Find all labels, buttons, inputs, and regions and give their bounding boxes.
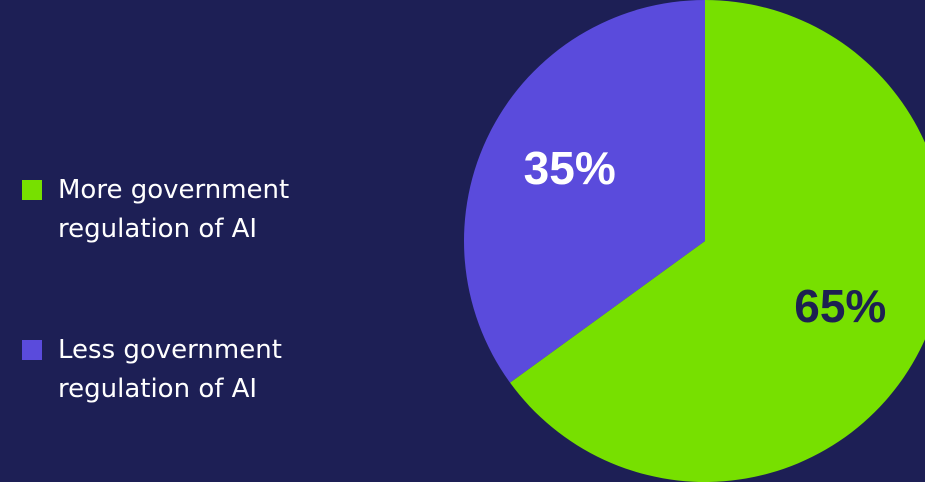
pie-slice [510, 0, 925, 482]
data-label: 65% [794, 280, 886, 332]
legend-label: Less government regulation of AI [58, 335, 282, 404]
data-label: 35% [524, 142, 616, 194]
legend-swatch [22, 180, 42, 200]
pie-slice [464, 0, 705, 383]
legend-swatch [22, 340, 42, 360]
legend: More government regulation of AI Less gov… [22, 0, 422, 482]
legend-label: More government regulation of AI [58, 175, 290, 244]
legend-item: Less government regulation of AI [22, 331, 388, 409]
legend-item: More government regulation of AI [22, 171, 388, 249]
